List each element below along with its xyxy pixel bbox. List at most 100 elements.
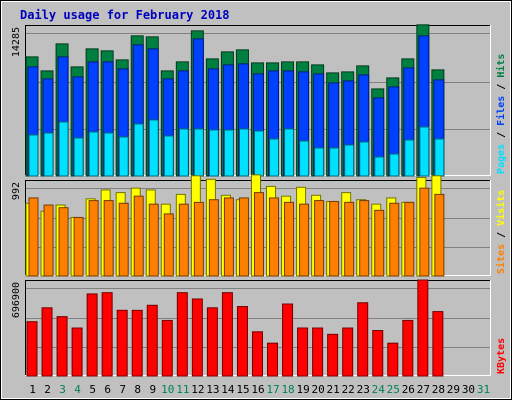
bar-sites-day-11 xyxy=(178,203,189,277)
legend-separator: / xyxy=(496,226,507,244)
bar-kbytes-day-3 xyxy=(56,316,68,377)
bar-kbytes-day-15 xyxy=(236,306,248,377)
x-tick-label-day-27: 27 xyxy=(417,383,430,396)
bar-sites-day-4 xyxy=(73,216,84,277)
panel-hits-ymax-label: 14285 xyxy=(11,27,22,57)
legend-hits-text: Pages / Files / Hits xyxy=(495,54,507,174)
bar-kbytes-day-9 xyxy=(146,304,158,377)
x-tick-label-day-13: 13 xyxy=(206,383,219,396)
x-tick-label-day-17: 17 xyxy=(266,383,279,396)
x-tick-label-day-18: 18 xyxy=(281,383,294,396)
legend-item-pages: Pages xyxy=(496,144,507,174)
bar-kbytes-day-26 xyxy=(402,319,414,377)
bar-kbytes-day-21 xyxy=(327,333,339,377)
bar-kbytes-day-16 xyxy=(251,331,263,377)
x-tick-label-day-26: 26 xyxy=(402,383,415,396)
legend-visits-text: Sites / Visits xyxy=(495,190,507,274)
bar-pages-day-14 xyxy=(223,129,234,177)
panel-visits: 992 xyxy=(11,174,491,277)
x-tick-label-day-15: 15 xyxy=(236,383,249,396)
x-tick-label-day-9: 9 xyxy=(149,383,156,396)
bar-pages-day-4 xyxy=(73,137,84,177)
bar-kbytes-day-27 xyxy=(417,279,429,377)
x-tick-label-day-22: 22 xyxy=(342,383,355,396)
bar-kbytes-day-18 xyxy=(282,303,294,377)
bar-kbytes-day-22 xyxy=(342,327,354,377)
x-tick-label-day-8: 8 xyxy=(134,383,141,396)
bar-pages-day-13 xyxy=(208,129,219,177)
legend-item-sites: Sites xyxy=(495,244,507,274)
bar-kbytes-day-23 xyxy=(357,302,369,377)
bar-pages-day-23 xyxy=(359,141,370,177)
bar-sites-day-6 xyxy=(103,200,114,277)
bar-sites-day-15 xyxy=(238,197,249,277)
legend-item-visits: Visits xyxy=(495,190,507,226)
bar-sites-day-10 xyxy=(163,213,174,277)
legend-kbytes: KBytes xyxy=(496,338,507,374)
x-tick-label-day-3: 3 xyxy=(59,383,66,396)
bar-sites-day-14 xyxy=(223,197,234,277)
x-tick-label-day-23: 23 xyxy=(357,383,370,396)
bar-kbytes-day-4 xyxy=(71,327,83,377)
x-tick-label-day-2: 2 xyxy=(44,383,51,396)
bar-sites-day-21 xyxy=(329,200,340,277)
bar-kbytes-day-12 xyxy=(191,298,203,377)
bar-pages-day-10 xyxy=(163,135,174,177)
x-tick-label-day-28: 28 xyxy=(432,383,445,396)
bar-kbytes-day-2 xyxy=(41,307,53,377)
bar-kbytes-day-11 xyxy=(176,292,188,377)
x-tick-label-day-24: 24 xyxy=(372,383,386,396)
x-tick-label-day-20: 20 xyxy=(312,383,325,396)
bar-pages-day-6 xyxy=(103,132,114,177)
bar-pages-day-28 xyxy=(434,138,445,177)
x-tick-label-day-7: 7 xyxy=(119,383,126,396)
x-tick-label-day-4: 4 xyxy=(74,383,81,396)
legend-visits: Sites / Visits xyxy=(495,190,507,274)
bar-sites-day-9 xyxy=(148,203,159,277)
bar-kbytes-day-1 xyxy=(26,321,38,377)
bar-pages-day-19 xyxy=(299,140,310,177)
x-tick-label-day-21: 21 xyxy=(327,383,340,396)
legend-separator: / xyxy=(496,78,507,96)
bar-pages-day-18 xyxy=(284,128,295,177)
bar-sites-day-16 xyxy=(253,192,264,277)
x-tick-label-day-6: 6 xyxy=(104,383,111,396)
bar-kbytes-day-10 xyxy=(161,319,173,377)
legend-item-hits: Hits xyxy=(495,54,507,78)
bar-kbytes-day-8 xyxy=(131,309,143,377)
bar-pages-day-25 xyxy=(389,153,400,177)
x-tick-label-day-11: 11 xyxy=(176,383,189,396)
bar-pages-day-26 xyxy=(404,139,415,177)
x-tick-label-day-29: 29 xyxy=(447,383,460,396)
bar-pages-day-11 xyxy=(178,128,189,177)
legend-hits: Pages / Files / Hits xyxy=(495,54,507,174)
legend-item-files: Files xyxy=(495,96,507,126)
bar-pages-day-17 xyxy=(269,138,280,177)
x-tick-label-day-19: 19 xyxy=(296,383,309,396)
bar-pages-day-8 xyxy=(133,123,144,177)
panels: 14285 992 696900 xyxy=(11,24,491,377)
bar-pages-day-27 xyxy=(419,126,430,177)
bar-pages-day-1 xyxy=(28,134,39,177)
x-tick-label-day-16: 16 xyxy=(251,383,264,396)
bar-sites-day-28 xyxy=(434,193,445,277)
chart-title: Daily usage for February 2018 xyxy=(20,8,230,22)
bar-sites-day-20 xyxy=(314,200,325,277)
bar-sites-day-12 xyxy=(193,201,204,277)
panel-kbytes: 696900 xyxy=(11,279,491,377)
bar-sites-day-22 xyxy=(344,201,355,277)
bar-sites-day-24 xyxy=(374,209,385,277)
x-tick-label-day-5: 5 xyxy=(89,383,96,396)
x-tick-label-day-12: 12 xyxy=(191,383,204,396)
bar-kbytes-day-5 xyxy=(86,293,98,377)
legend-separator: / xyxy=(496,126,507,144)
legend-item-kbytes: KBytes xyxy=(496,338,507,374)
bar-pages-day-24 xyxy=(374,156,385,177)
panel-hits: 14285 xyxy=(11,24,491,177)
bar-kbytes-day-25 xyxy=(387,342,399,377)
bar-pages-day-15 xyxy=(238,128,249,177)
bar-pages-day-22 xyxy=(344,144,355,177)
bar-pages-day-16 xyxy=(253,130,264,177)
bar-kbytes-day-13 xyxy=(206,307,218,377)
